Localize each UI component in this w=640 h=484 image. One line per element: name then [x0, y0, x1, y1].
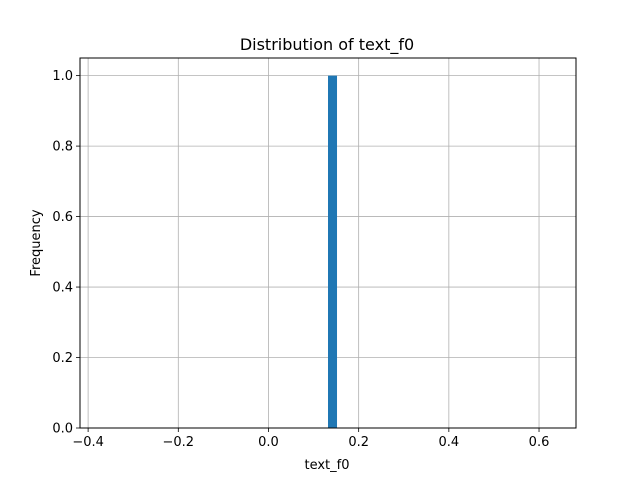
- x-tick-label: −0.4: [72, 435, 104, 450]
- y-axis-ticks: 0.0 0.2 0.4 0.6 0.8 1.0: [52, 69, 80, 437]
- y-tick-label: 0.6: [52, 210, 73, 225]
- histogram-bar: [328, 75, 338, 428]
- x-tick-label: 0.4: [438, 435, 459, 450]
- x-tick-label: 0.6: [529, 435, 550, 450]
- x-tick-label: 0.2: [348, 435, 369, 450]
- y-tick-label: 0.4: [52, 281, 73, 296]
- chart-title: Distribution of text_f0: [240, 35, 414, 55]
- plot-frame: [79, 57, 577, 429]
- y-tick-label: 0.8: [52, 140, 73, 155]
- x-axis-label: text_f0: [304, 458, 349, 473]
- x-tick-label: −0.2: [163, 435, 195, 450]
- y-tick-label: 1.0: [52, 69, 73, 84]
- y-tick-label: 0.2: [52, 351, 73, 366]
- x-axis-ticks: −0.4 −0.2 0.0 0.2 0.4 0.6: [72, 428, 549, 450]
- bars: [328, 75, 338, 428]
- y-tick-label: 0.0: [52, 422, 73, 437]
- x-tick-label: 0.0: [258, 435, 279, 450]
- y-axis-label: Frequency: [29, 209, 44, 276]
